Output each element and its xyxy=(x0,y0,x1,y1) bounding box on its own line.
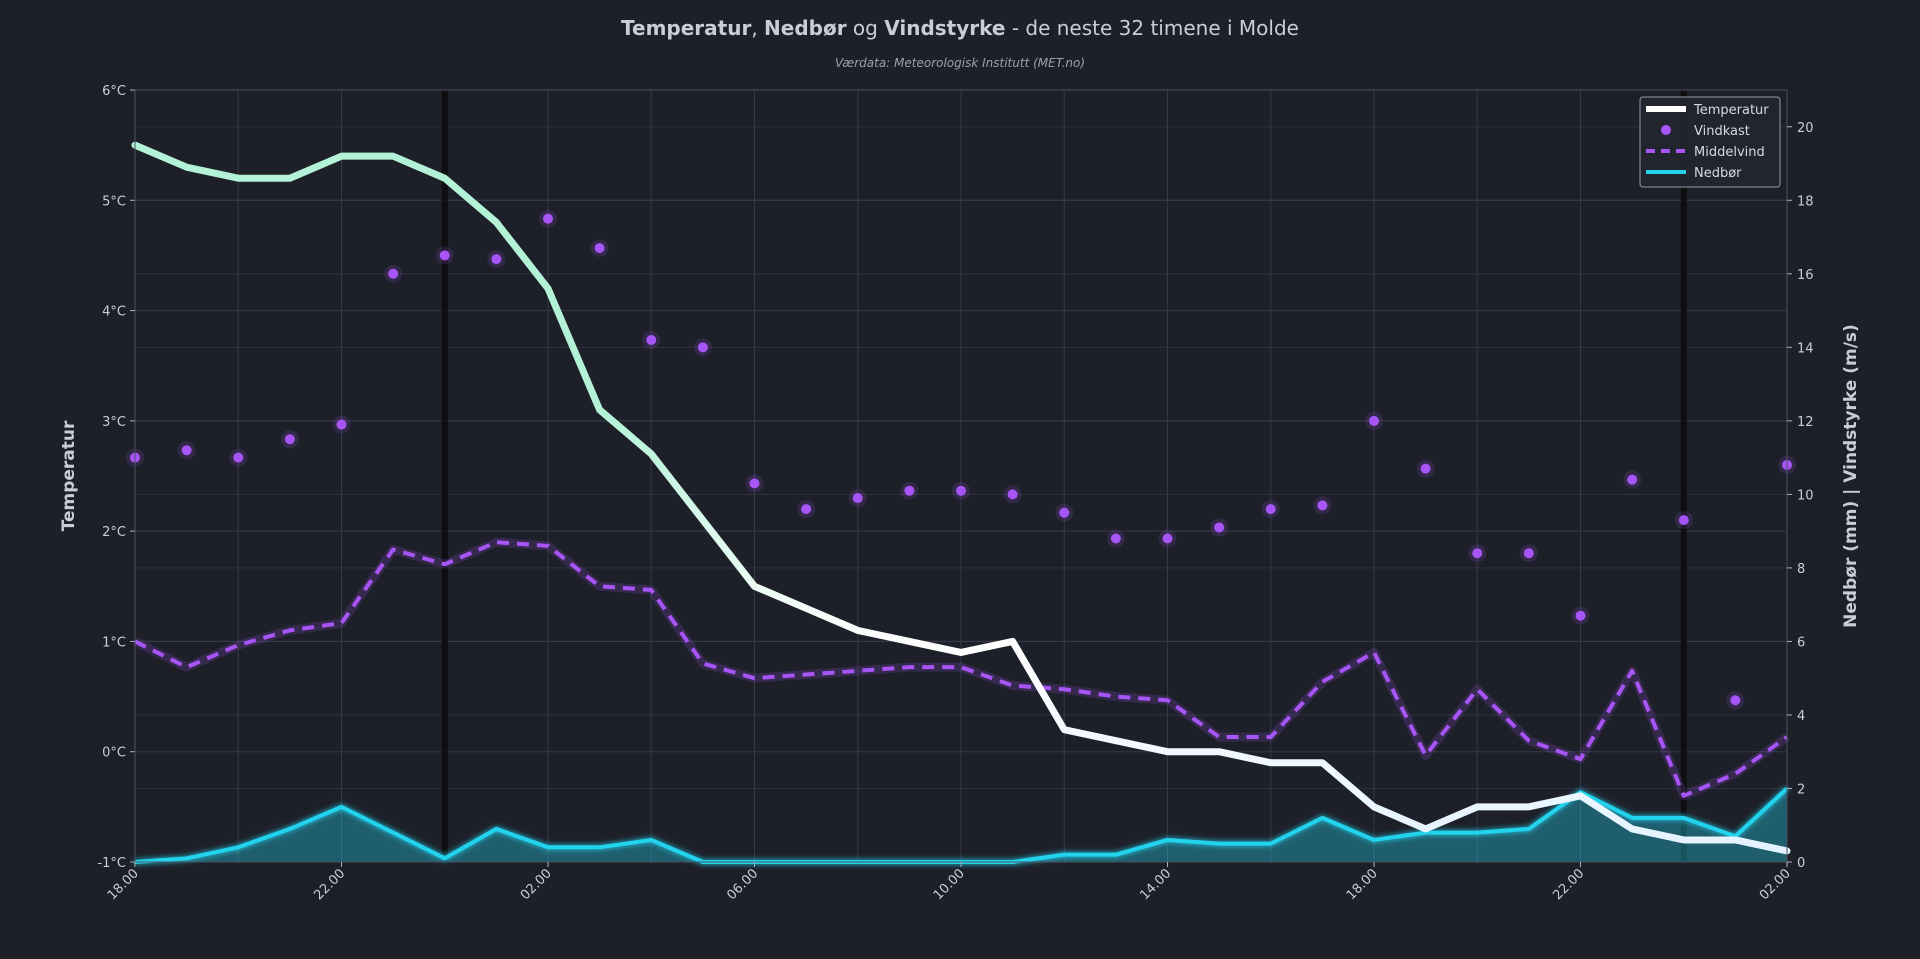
right-axis-tick-label: 18 xyxy=(1797,194,1814,209)
legend-label: Nedbør xyxy=(1694,166,1742,181)
x-axis-tick-label: 22.00 xyxy=(1550,866,1587,903)
wind-gust-point xyxy=(1214,522,1225,533)
left-axis-tick-label: 2°C xyxy=(102,525,126,540)
wind-gust-point xyxy=(697,342,708,353)
title-temperature: Temperatur xyxy=(621,16,752,40)
wind-gust-point xyxy=(1730,695,1741,706)
wind-gust-point xyxy=(1523,548,1534,559)
wind-gust-point xyxy=(749,478,760,489)
wind-gust-point xyxy=(594,243,605,254)
wind-gust-point xyxy=(1627,474,1638,485)
title-rest: - de neste 32 timene i Molde xyxy=(1005,16,1299,40)
x-axis-tick-label: 02.00 xyxy=(1757,866,1794,903)
temperature-series xyxy=(131,141,1791,855)
wind-gust-point xyxy=(1265,504,1276,515)
right-axis-tick-label: 12 xyxy=(1797,415,1814,430)
wind-gust-point xyxy=(1420,463,1431,474)
right-axis-tick-label: 14 xyxy=(1797,341,1814,356)
wind-gust-point xyxy=(543,213,553,224)
title-separator-2: og xyxy=(846,16,885,40)
title-wind: Vindstyrke xyxy=(884,16,1006,40)
wind-gust-point xyxy=(1059,507,1070,518)
right-axis-tick-label: 10 xyxy=(1797,488,1814,503)
left-axis-tick-label: 6°C xyxy=(102,84,126,99)
x-axis-tick-label: 18.00 xyxy=(105,866,142,903)
right-axis-tick-label: 16 xyxy=(1797,268,1814,283)
legend: Temperatur Vindkast Middelvind Nedbør xyxy=(1639,96,1781,188)
right-axis-tick-label: 20 xyxy=(1797,121,1814,136)
wind-gust-point xyxy=(491,254,502,265)
left-axis-tick-label: 4°C xyxy=(102,305,126,320)
wind-gust-point xyxy=(1007,489,1018,500)
midnight-markers xyxy=(441,90,1687,862)
left-axis-tick-label: 1°C xyxy=(102,635,126,650)
left-axis-tick-label: 0°C xyxy=(102,746,126,761)
title-precipitation: Nedbør xyxy=(764,16,847,40)
legend-label: Temperatur xyxy=(1693,103,1769,118)
wind-gust-point xyxy=(1162,533,1173,544)
title-separator-1: , xyxy=(751,16,765,40)
left-axis-tick-label: -1°C xyxy=(97,856,126,871)
x-axis-tick-label: 06.00 xyxy=(724,866,761,903)
x-axis-tick-label: 02.00 xyxy=(518,866,555,903)
right-axis-tick-label: 6 xyxy=(1797,635,1805,650)
wind-gust-point xyxy=(1317,500,1328,511)
chart-subtitle: Værdata: Meteorologisk Institutt (MET.no… xyxy=(834,56,1086,70)
mean-wind-series xyxy=(132,537,1790,801)
x-axis-tick-label: 10.00 xyxy=(931,866,968,903)
x-axis-tick-label: 14.00 xyxy=(1137,866,1174,903)
wind-gust-point xyxy=(904,485,915,496)
wind-gust-point xyxy=(646,334,657,345)
temperature-line xyxy=(131,141,1791,855)
precipitation-area xyxy=(135,788,1787,862)
chart-title: Temperatur, Nedbør og Vindstyrke - de ne… xyxy=(0,16,1920,40)
right-axis-tick-label: 0 xyxy=(1797,856,1805,871)
wind-gust-point xyxy=(181,445,192,456)
x-axis-tick-label: 22.00 xyxy=(311,866,348,903)
wind-gust-point xyxy=(1678,515,1689,526)
wind-gust-point xyxy=(956,485,966,496)
legend-swatch xyxy=(1661,125,1671,135)
right-axis-tick-label: 4 xyxy=(1797,709,1805,724)
wind-gust-point xyxy=(233,452,244,463)
left-axis-tick-label: 5°C xyxy=(102,194,126,209)
wind-gust-point xyxy=(1369,415,1379,426)
wind-gust-point xyxy=(336,419,347,430)
wind-gust-point xyxy=(852,493,863,504)
wind-gust-point xyxy=(1575,610,1586,621)
mean-wind-line xyxy=(134,540,1789,798)
right-axis-tick-label: 2 xyxy=(1797,782,1805,797)
right-axis-tick-label: 8 xyxy=(1797,562,1805,577)
wind-gust-point xyxy=(388,268,399,279)
wind-gust-point xyxy=(1110,533,1121,544)
wind-gust-point xyxy=(439,250,450,261)
x-axis-tick-label: 18.00 xyxy=(1344,866,1381,903)
wind-gust-point xyxy=(1472,548,1483,559)
y-axis-left-label: Temperatur xyxy=(59,420,79,531)
y-axis-right-label: Nedbør (mm) | Vindstyrke (m/s) xyxy=(1841,324,1861,628)
legend-label: Vindkast xyxy=(1694,124,1750,139)
left-axis-tick-label: 3°C xyxy=(102,415,126,430)
legend-box xyxy=(1639,96,1781,188)
wind-gust-point xyxy=(284,434,295,445)
wind-gust-point xyxy=(801,504,812,515)
wind-gust-series xyxy=(126,209,1796,710)
legend-label: Middelvind xyxy=(1694,145,1765,160)
